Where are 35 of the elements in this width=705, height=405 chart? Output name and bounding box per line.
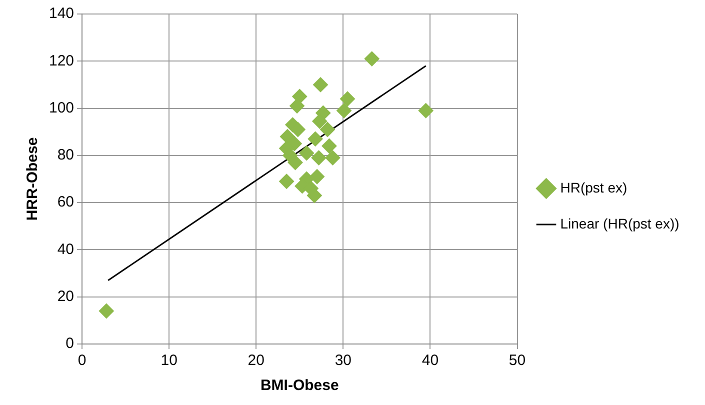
y-tick-label: 20 [57, 288, 74, 305]
x-tick-label: 10 [160, 352, 178, 370]
y-tick-label: 60 [57, 194, 74, 211]
y-tick-label: 140 [48, 5, 74, 22]
point [322, 138, 337, 154]
point [340, 91, 356, 106]
y-tick-label: 0 [66, 335, 74, 352]
point [325, 150, 340, 166]
legend-label: Linear (HR(pst ex)) [560, 215, 680, 232]
point [364, 51, 380, 66]
point [336, 103, 352, 118]
point [313, 77, 328, 92]
point [98, 304, 114, 318]
y-tick-label: 80 [57, 146, 74, 164]
y-tick-label: 40 [57, 240, 74, 258]
x-tick-label: 0 [78, 352, 86, 370]
point [310, 169, 325, 184]
x-tick-label: 50 [508, 352, 526, 370]
x-tick-label: 20 [248, 352, 264, 370]
point [299, 146, 314, 161]
point [288, 155, 303, 170]
x-tick-label: 40 [422, 352, 439, 370]
y-tick-label: 120 [48, 52, 74, 70]
y-tick-label: 100 [48, 99, 74, 116]
point [290, 98, 305, 114]
point [279, 174, 294, 189]
y-axis-title: HRR-Obese [24, 137, 42, 221]
point [418, 103, 434, 118]
point [311, 150, 326, 166]
x-axis-title: BMI-Obese [260, 377, 339, 394]
point [320, 122, 335, 137]
point [308, 131, 323, 146]
legend-label: HR(pst ex) [560, 179, 628, 196]
point [312, 114, 328, 129]
x-tick-label: 30 [334, 352, 352, 370]
